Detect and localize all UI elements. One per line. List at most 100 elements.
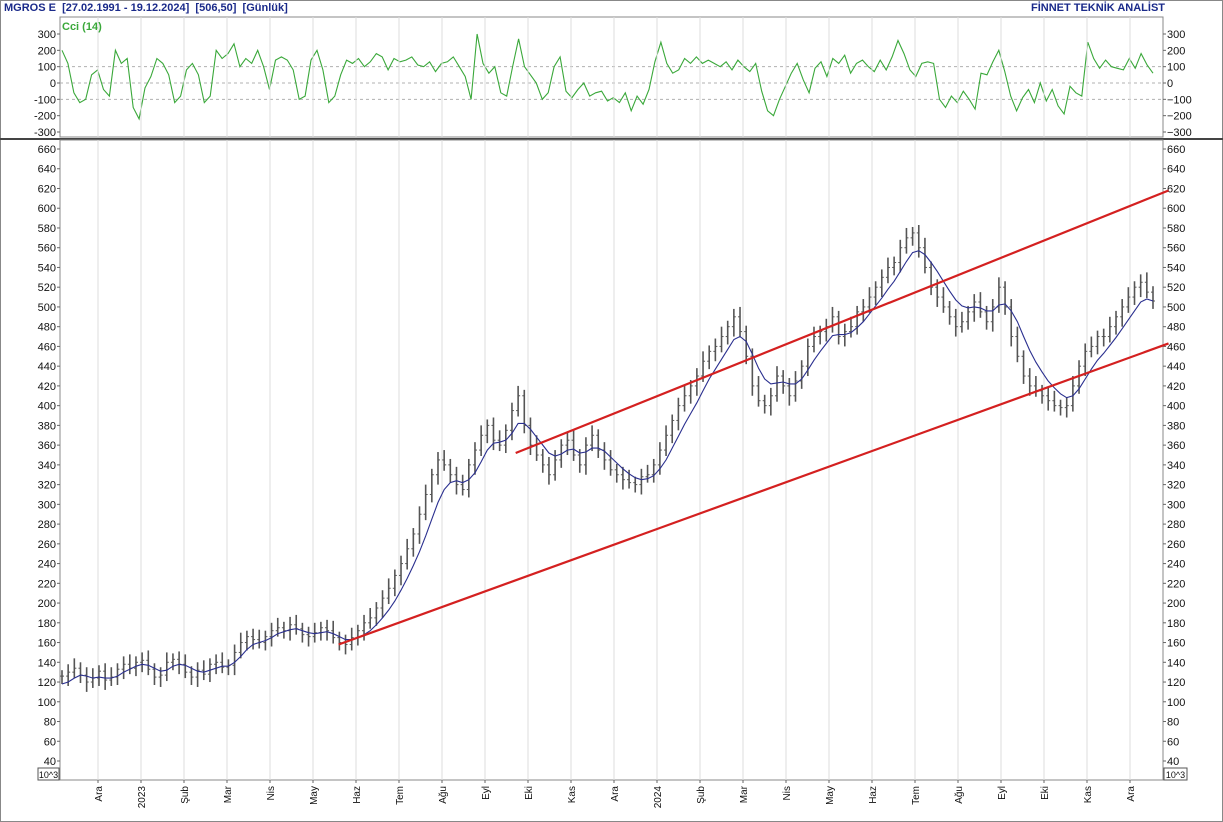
price-bar — [399, 555, 404, 586]
price-bar — [719, 326, 724, 353]
price-bar — [152, 663, 157, 685]
cci-right-tick-label: 200 — [1167, 45, 1185, 57]
price-left-tick-label: 500 — [38, 302, 56, 314]
price-bar — [608, 450, 613, 476]
cci-left-tick-label: -200 — [34, 111, 56, 123]
price-right-tick-label: 400 — [1167, 401, 1185, 413]
price-bar — [170, 653, 175, 671]
price-bar — [738, 306, 743, 338]
price-left-tick-label: 360 — [38, 440, 56, 452]
price-right-tick-label: 180 — [1167, 618, 1185, 630]
price-bar — [633, 476, 638, 493]
price-right-tick-label: 80 — [1167, 717, 1179, 729]
price-left-tick-label: 460 — [38, 341, 56, 353]
price-bar — [929, 261, 934, 296]
price-bar — [811, 326, 816, 353]
cci-left-tick-label: 0 — [50, 78, 56, 90]
price-bar — [84, 667, 89, 692]
x-tick-label: May — [309, 786, 320, 805]
price-bar — [1107, 316, 1112, 343]
upper-channel-line — [515, 189, 1169, 455]
cci-left-tick-label: 100 — [38, 62, 56, 74]
price-bar — [694, 368, 699, 396]
price-right-tick-label: 520 — [1167, 282, 1185, 294]
price-bar — [873, 281, 878, 305]
price-right-tick-label: 560 — [1167, 243, 1185, 255]
price-right-tick-label: 120 — [1167, 677, 1185, 689]
price-bar — [614, 463, 619, 483]
chart-header-left: MGROS E [27.02.1991 - 19.12.2024] [506,5… — [4, 2, 288, 14]
x-tick-label: Mar — [223, 785, 234, 803]
price-bar — [251, 628, 256, 650]
cci-legend-label: Cci (14) — [62, 21, 102, 33]
price-left-tick-label: 440 — [38, 361, 56, 373]
price-left-tick-label: 540 — [38, 262, 56, 274]
price-bar — [1015, 326, 1020, 363]
price-bar — [966, 305, 971, 330]
price-right-tick-label: 200 — [1167, 598, 1185, 610]
price-bar — [787, 378, 792, 406]
price-right-tick-label: 380 — [1167, 420, 1185, 432]
price-bar — [953, 308, 958, 337]
price-right-tick-label: 320 — [1167, 480, 1185, 492]
price-right-tick-label: 420 — [1167, 381, 1185, 393]
x-tick-label: Kas — [567, 786, 578, 803]
brand-label: FİNNET TEKNİK ANALİST — [1030, 2, 1165, 14]
price-bar — [1132, 281, 1137, 305]
cci-right-tick-label: −300 — [1167, 127, 1192, 139]
price-left-tick-label: 640 — [38, 164, 56, 176]
price-bar — [836, 310, 841, 345]
cci-right-tick-label: 300 — [1167, 29, 1185, 41]
date-range-label: [27.02.1991 - 19.12.2024] — [62, 2, 190, 14]
price-bar — [1058, 399, 1063, 416]
price-right-tick-label: 160 — [1167, 638, 1185, 650]
price-bar — [503, 424, 508, 454]
x-tick-label: Nis — [782, 786, 793, 800]
price-bar — [1083, 343, 1088, 377]
price-bar — [892, 256, 897, 276]
price-bar — [1003, 281, 1008, 315]
price-bar — [189, 666, 194, 685]
unit-label-right: 10^3 — [1166, 770, 1185, 780]
price-bar — [121, 656, 126, 680]
price-right-tick-label: 260 — [1167, 539, 1185, 551]
price-bar — [238, 632, 243, 659]
x-tick-label: Kas — [1083, 786, 1094, 803]
price-left-tick-label: 600 — [38, 203, 56, 215]
x-tick-label: Eki — [1040, 786, 1051, 800]
price-bar — [984, 305, 989, 330]
period-label: [Günlük] — [242, 2, 288, 14]
price-bar — [325, 619, 330, 641]
price-bar — [1052, 390, 1057, 412]
x-tick-label: Ağu — [954, 786, 965, 804]
x-tick-label: Eki — [524, 786, 535, 800]
price-bar — [590, 425, 595, 452]
price-bar — [922, 237, 927, 274]
price-bar — [947, 301, 952, 325]
price-bar — [651, 458, 656, 483]
price-left-tick-label: 660 — [38, 144, 56, 156]
price-bar — [244, 630, 249, 651]
price-bar — [978, 292, 983, 318]
price-left-tick-label: 180 — [38, 618, 56, 630]
price-right-tick-label: 660 — [1167, 144, 1185, 156]
price-bar — [146, 650, 151, 676]
price-right-tick-label: 640 — [1167, 164, 1185, 176]
price-bar — [479, 425, 484, 456]
price-bar — [411, 528, 416, 557]
price-left-tick-label: 260 — [38, 539, 56, 551]
price-bar — [676, 397, 681, 431]
price-right-tick-label: 40 — [1167, 756, 1179, 768]
price-bar — [1089, 336, 1094, 358]
price-left-tick-label: 300 — [38, 499, 56, 511]
price-left-tick-label: 160 — [38, 638, 56, 650]
price-plot-frame — [59, 139, 1164, 781]
price-bar — [848, 316, 853, 338]
price-bar — [201, 660, 206, 681]
last-price-label: [506,50] — [195, 2, 237, 14]
price-bar — [972, 294, 977, 322]
price-bar — [429, 468, 434, 503]
price-right-tick-label: 140 — [1167, 657, 1185, 669]
price-bar — [460, 474, 465, 496]
